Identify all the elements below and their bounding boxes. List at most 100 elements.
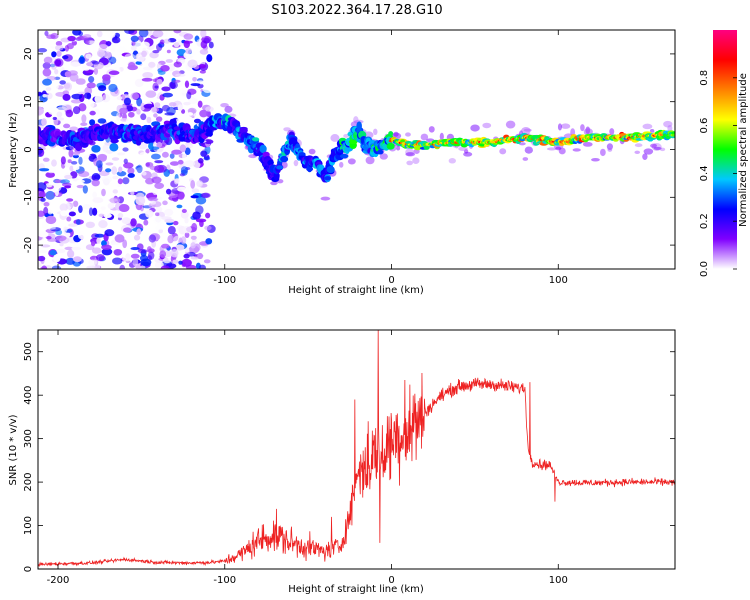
amplitude-blob xyxy=(96,254,105,262)
amplitude-blob xyxy=(197,158,204,164)
amplitude-blob xyxy=(118,204,130,213)
amplitude-blob xyxy=(47,106,59,116)
amplitude-blob xyxy=(185,48,192,55)
amplitude-blob xyxy=(348,139,358,145)
spectrogram-amplitude-blobs xyxy=(38,30,675,269)
amplitude-blob xyxy=(67,249,75,259)
amplitude-blob xyxy=(78,56,86,64)
amplitude-blob xyxy=(41,220,49,229)
amplitude-blob xyxy=(108,56,117,65)
amplitude-blob xyxy=(203,156,211,161)
colorbar-tick-label: 0.0 xyxy=(699,261,710,277)
amplitude-blob xyxy=(38,168,50,172)
amplitude-blob xyxy=(117,46,127,54)
amplitude-blob xyxy=(463,151,473,157)
amplitude-blob xyxy=(140,265,146,269)
amplitude-blob xyxy=(180,87,188,94)
snr-y-tick-label: 500 xyxy=(23,342,34,361)
amplitude-blob xyxy=(85,221,95,229)
amplitude-blob xyxy=(64,246,73,251)
amplitude-blob xyxy=(154,225,165,231)
amplitude-blob xyxy=(200,150,208,157)
amplitude-blob xyxy=(169,153,175,159)
amplitude-blob xyxy=(190,83,201,87)
amplitude-blob xyxy=(115,112,121,121)
amplitude-blob xyxy=(175,73,186,77)
amplitude-blob xyxy=(38,146,43,155)
amplitude-blob xyxy=(51,265,62,269)
amplitude-blob xyxy=(396,146,401,151)
amplitude-blob xyxy=(356,121,362,130)
amplitude-blob xyxy=(152,82,159,92)
amplitude-blob xyxy=(172,220,179,226)
amplitude-blob xyxy=(192,93,202,99)
amplitude-blob xyxy=(59,203,68,212)
amplitude-blob xyxy=(110,138,119,144)
amplitude-blob xyxy=(179,144,187,153)
amplitude-blob xyxy=(105,162,114,166)
amplitude-blob xyxy=(61,104,72,110)
amplitude-blob xyxy=(51,51,57,58)
amplitude-blob xyxy=(133,234,141,241)
amplitude-blob xyxy=(69,126,79,131)
amplitude-blob xyxy=(38,191,46,198)
amplitude-blob xyxy=(174,178,179,185)
amplitude-blob xyxy=(161,243,170,249)
amplitude-blob xyxy=(59,80,66,85)
snr-ticks: -200 -100 0 100 0 100 200 300 400 500 xyxy=(23,330,675,586)
spectrogram-y-axis-label: Frequency (Hz) xyxy=(8,112,19,188)
amplitude-blob xyxy=(197,252,204,260)
amplitude-blob xyxy=(117,152,126,156)
amplitude-blob xyxy=(178,260,183,265)
amplitude-blob xyxy=(173,235,183,244)
amplitude-blob xyxy=(142,188,150,193)
amplitude-blob xyxy=(152,30,164,38)
amplitude-blob xyxy=(60,210,68,217)
amplitude-blob xyxy=(198,64,207,69)
amplitude-blob xyxy=(38,262,42,268)
amplitude-blob xyxy=(130,253,140,259)
amplitude-blob xyxy=(671,133,675,137)
amplitude-blob xyxy=(140,102,145,111)
amplitude-blob xyxy=(123,97,132,106)
amplitude-blob xyxy=(42,78,52,86)
amplitude-blob xyxy=(499,148,507,155)
amplitude-blob xyxy=(190,235,197,240)
amplitude-blob xyxy=(136,164,143,174)
amplitude-blob xyxy=(91,145,101,153)
amplitude-blob xyxy=(116,170,127,177)
amplitude-blob xyxy=(54,187,59,197)
amplitude-blob xyxy=(89,110,96,116)
amplitude-blob xyxy=(42,62,51,70)
amplitude-blob xyxy=(68,211,76,217)
amplitude-blob xyxy=(609,128,615,136)
amplitude-blob xyxy=(206,54,213,63)
amplitude-blob xyxy=(102,74,111,81)
amplitude-blob xyxy=(155,212,160,217)
colorbar-gradient xyxy=(713,30,737,269)
snr-y-tick-label: 400 xyxy=(23,386,34,405)
amplitude-blob xyxy=(110,242,121,246)
amplitude-blob xyxy=(43,202,50,207)
amplitude-blob xyxy=(183,40,190,49)
amplitude-blob xyxy=(173,30,182,34)
amplitude-blob xyxy=(82,185,88,194)
amplitude-blob xyxy=(53,83,59,90)
amplitude-blob xyxy=(555,146,562,151)
amplitude-blob xyxy=(145,161,154,168)
amplitude-blob xyxy=(163,38,171,44)
amplitude-blob xyxy=(56,248,66,254)
amplitude-blob xyxy=(61,182,72,187)
amplitude-blob xyxy=(546,147,557,151)
amplitude-blob xyxy=(155,206,163,212)
amplitude-blob xyxy=(181,208,187,214)
amplitude-blob xyxy=(66,216,72,222)
amplitude-blob xyxy=(71,246,81,251)
amplitude-blob xyxy=(62,55,69,60)
amplitude-blob xyxy=(123,158,128,164)
amplitude-blob xyxy=(152,50,160,54)
amplitude-blob xyxy=(41,265,47,269)
amplitude-blob xyxy=(224,105,233,113)
amplitude-blob xyxy=(162,200,168,206)
amplitude-blob xyxy=(91,174,97,181)
